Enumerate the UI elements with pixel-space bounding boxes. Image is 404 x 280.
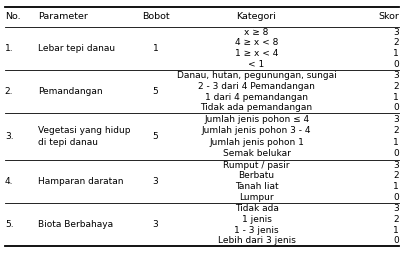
Text: 1 jenis: 1 jenis xyxy=(242,215,271,224)
Text: 5: 5 xyxy=(153,87,158,96)
Text: 2: 2 xyxy=(393,171,399,180)
Text: 2: 2 xyxy=(393,215,399,224)
Text: 5: 5 xyxy=(153,132,158,141)
Text: 3: 3 xyxy=(153,177,158,186)
Text: Lebih dari 3 jenis: Lebih dari 3 jenis xyxy=(218,237,295,246)
Text: 3: 3 xyxy=(393,27,399,36)
Text: 1: 1 xyxy=(153,44,158,53)
Text: Tidak ada: Tidak ada xyxy=(235,204,278,213)
Text: 0: 0 xyxy=(393,60,399,69)
Text: 2: 2 xyxy=(393,38,399,47)
Text: 1: 1 xyxy=(393,49,399,58)
Text: 1 dari 4 pemandangan: 1 dari 4 pemandangan xyxy=(205,93,308,102)
Text: Pemandangan: Pemandangan xyxy=(38,87,103,96)
Text: Bobot: Bobot xyxy=(142,12,169,21)
Text: Biota Berbahaya: Biota Berbahaya xyxy=(38,220,114,229)
Text: Berbatu: Berbatu xyxy=(238,171,275,180)
Text: 4.: 4. xyxy=(5,177,13,186)
Text: 1: 1 xyxy=(393,93,399,102)
Text: Lebar tepi danau: Lebar tepi danau xyxy=(38,44,116,53)
Text: 1: 1 xyxy=(393,226,399,235)
Text: Jumlah jenis pohon 3 - 4: Jumlah jenis pohon 3 - 4 xyxy=(202,126,311,135)
Text: 2.: 2. xyxy=(5,87,13,96)
Text: Tidak ada pemandangan: Tidak ada pemandangan xyxy=(200,104,313,113)
Text: Lumpur: Lumpur xyxy=(239,193,274,202)
Text: 0: 0 xyxy=(393,193,399,202)
Text: Hamparan daratan: Hamparan daratan xyxy=(38,177,124,186)
Text: Parameter: Parameter xyxy=(38,12,88,21)
Text: 1: 1 xyxy=(393,182,399,191)
Text: 2: 2 xyxy=(393,82,399,91)
Text: Jumlah jenis pohon ≤ 4: Jumlah jenis pohon ≤ 4 xyxy=(204,115,309,124)
Text: < 1: < 1 xyxy=(248,60,265,69)
Text: 0: 0 xyxy=(393,237,399,246)
Text: Vegetasi yang hidup
di tepi danau: Vegetasi yang hidup di tepi danau xyxy=(38,127,131,146)
Text: 4 ≥ x < 8: 4 ≥ x < 8 xyxy=(235,38,278,47)
Text: 3: 3 xyxy=(153,220,158,229)
Text: Semak belukar: Semak belukar xyxy=(223,149,290,158)
Text: 0: 0 xyxy=(393,104,399,113)
Text: 3: 3 xyxy=(393,115,399,124)
Text: 5.: 5. xyxy=(5,220,13,229)
Text: Tanah liat: Tanah liat xyxy=(235,182,278,191)
Text: 3.: 3. xyxy=(5,132,13,141)
Text: 2 - 3 dari 4 Pemandangan: 2 - 3 dari 4 Pemandangan xyxy=(198,82,315,91)
Text: 1 - 3 jenis: 1 - 3 jenis xyxy=(234,226,279,235)
Text: x ≥ 8: x ≥ 8 xyxy=(244,27,269,36)
Text: Danau, hutan, pegunungan, sungai: Danau, hutan, pegunungan, sungai xyxy=(177,71,337,80)
Text: Rumput / pasir: Rumput / pasir xyxy=(223,160,290,169)
Text: 1 ≥ x < 4: 1 ≥ x < 4 xyxy=(235,49,278,58)
Text: Jumlah jenis pohon 1: Jumlah jenis pohon 1 xyxy=(209,138,304,147)
Text: 0: 0 xyxy=(393,149,399,158)
Text: 3: 3 xyxy=(393,204,399,213)
Text: Skor: Skor xyxy=(378,12,399,21)
Text: No.: No. xyxy=(5,12,21,21)
Text: 2: 2 xyxy=(393,126,399,135)
Text: 3: 3 xyxy=(393,160,399,169)
Text: Kategori: Kategori xyxy=(237,12,276,21)
Text: 3: 3 xyxy=(393,71,399,80)
Text: 1: 1 xyxy=(393,138,399,147)
Text: 1.: 1. xyxy=(5,44,13,53)
